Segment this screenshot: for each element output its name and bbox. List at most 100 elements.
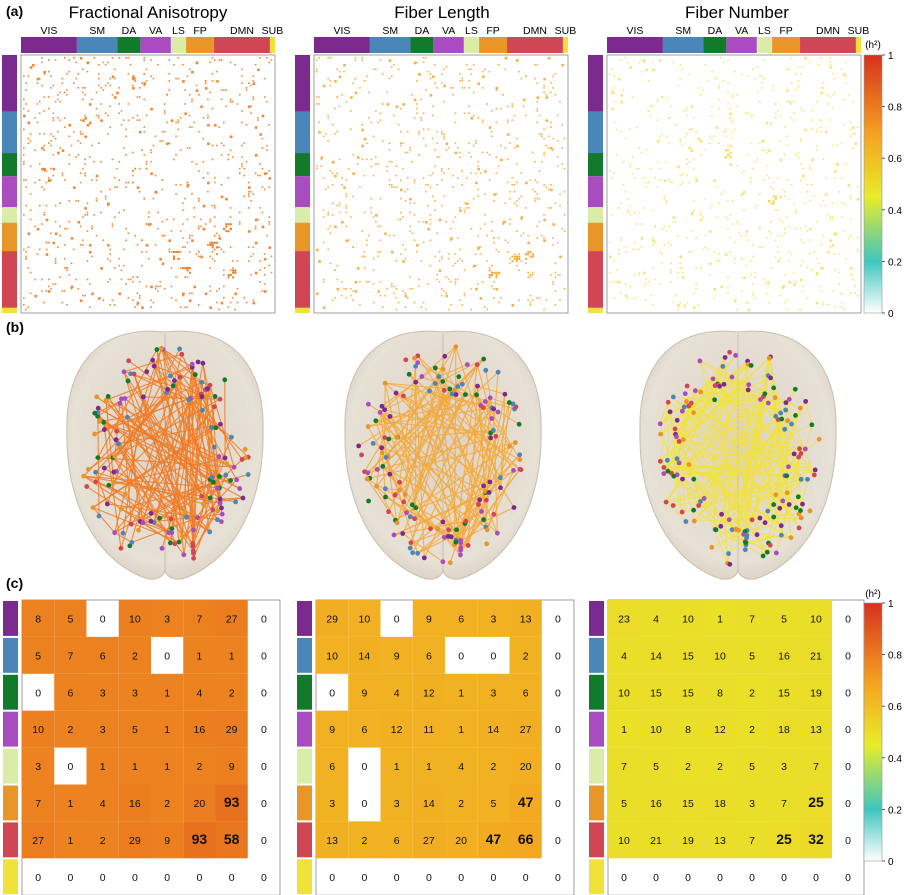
matrix-dot — [402, 260, 405, 263]
matrix-cell — [672, 821, 704, 859]
matrix-dot — [148, 211, 150, 214]
matrix-dot — [543, 308, 545, 311]
brain-edge — [693, 388, 796, 522]
brain-node — [474, 392, 479, 398]
matrix-dot — [536, 237, 539, 239]
brain-node — [441, 534, 447, 540]
matrix-dot — [111, 75, 115, 79]
cell-value: 4 — [394, 687, 400, 699]
brain-node — [435, 526, 440, 532]
matrix-dot — [136, 186, 140, 189]
row-color-sub — [3, 859, 18, 895]
brain-node — [144, 369, 150, 375]
brain-edge — [674, 428, 768, 553]
matrix-dot — [722, 80, 725, 82]
matrix-dot — [834, 253, 836, 255]
matrix-cell — [412, 747, 445, 785]
matrix-dot — [209, 61, 211, 64]
brain-edge — [94, 393, 202, 435]
brain-node — [200, 501, 206, 507]
matrix-dot — [391, 250, 394, 254]
matrix-dot — [188, 292, 191, 295]
matrix-dot — [420, 117, 423, 119]
matrix-dot — [827, 93, 829, 96]
brain-node — [207, 495, 213, 501]
cell-value: 10 — [129, 613, 141, 625]
brain-node — [401, 393, 406, 399]
matrix-dot — [322, 306, 326, 309]
matrix-dot — [495, 248, 498, 251]
matrix-dot — [23, 179, 25, 181]
matrix-dot — [543, 237, 545, 239]
matrix-dot — [684, 135, 686, 138]
brain-node — [682, 391, 688, 397]
brain-node — [106, 482, 112, 488]
matrix-dot — [443, 290, 445, 292]
network-label-va: VA — [735, 25, 748, 37]
matrix-dot — [706, 248, 709, 251]
brain-node — [154, 347, 160, 352]
cell-value: 23 — [618, 613, 630, 625]
matrix-dot — [386, 165, 389, 168]
matrix-dot — [188, 147, 191, 149]
matrix-dot — [29, 271, 32, 274]
matrix-dot — [624, 57, 627, 59]
matrix-dot — [184, 306, 186, 308]
matrix-dot — [118, 211, 121, 214]
matrix-cell — [445, 747, 478, 785]
matrix-dot — [186, 75, 189, 78]
matrix-dot — [409, 147, 411, 149]
matrix-dot — [27, 75, 30, 78]
matrix-dot — [350, 128, 352, 131]
matrix-dot — [820, 119, 822, 121]
matrix-cell — [768, 784, 800, 822]
brain-node — [773, 550, 779, 556]
matrix-dot — [177, 121, 180, 124]
matrix-dot — [420, 260, 423, 262]
matrix-dot — [722, 61, 725, 64]
matrix-dot — [145, 223, 148, 225]
matrix-dot — [624, 294, 628, 298]
brain-node — [664, 457, 670, 463]
brain-edge — [105, 366, 193, 401]
matrix-dot — [829, 66, 833, 69]
brain-node — [383, 494, 388, 500]
matrix-dot — [470, 117, 474, 120]
matrix-dot — [104, 84, 107, 87]
matrix-dot — [731, 130, 734, 133]
cell-value: 20 — [520, 761, 532, 773]
brain-node — [458, 552, 463, 558]
cell-value: 6 — [329, 761, 335, 773]
matrix-dot — [699, 214, 702, 216]
matrix-dot — [672, 181, 675, 184]
matrix-cell — [672, 673, 704, 711]
matrix-dot — [629, 204, 632, 207]
matrix-dot — [536, 82, 539, 84]
matrix-dot — [41, 186, 43, 188]
brain-node — [365, 401, 371, 407]
matrix-dot — [66, 89, 68, 91]
matrix-dot — [109, 77, 111, 80]
brain-node — [101, 419, 106, 425]
matrix-dot — [25, 250, 27, 253]
matrix-dot — [447, 257, 450, 260]
matrix-dot — [191, 98, 193, 101]
matrix-dot — [709, 135, 711, 138]
brain-node — [456, 374, 462, 380]
brain-node — [493, 433, 499, 439]
matrix-dot — [436, 87, 439, 89]
matrix-dot — [620, 100, 623, 104]
matrix-dot — [425, 190, 427, 193]
brain-node — [209, 474, 215, 480]
matrix-dot — [350, 96, 353, 99]
matrix-dot — [543, 239, 546, 243]
matrix-dot — [456, 177, 459, 179]
matrix-dot — [345, 204, 348, 207]
matrix-cell — [183, 821, 216, 859]
matrix-dot — [661, 133, 663, 135]
matrix-dot — [91, 98, 93, 101]
brain-edge — [805, 401, 813, 425]
matrix-dot — [640, 246, 643, 248]
matrix-dot — [213, 248, 216, 251]
matrix-dot — [150, 299, 152, 302]
